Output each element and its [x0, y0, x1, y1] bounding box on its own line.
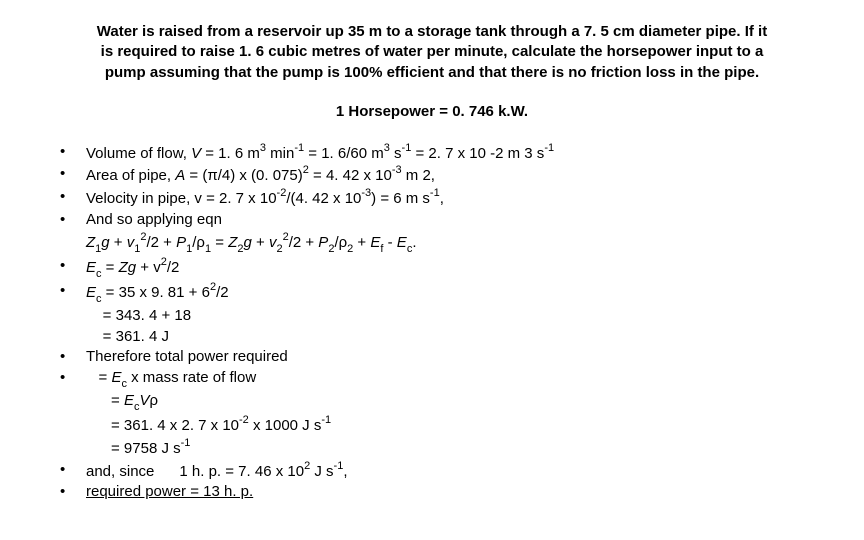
problem-statement: Water is raised from a reservoir up 35 m…	[44, 22, 820, 83]
calc-line-2: Velocity in pipe, v = 2. 7 x 10-2/(4. 42…	[54, 187, 820, 210]
problem-line-1: Water is raised from a reservoir up 35 m…	[97, 23, 767, 40]
calc-line-5-cont-0: = 343. 4 + 18	[54, 306, 820, 327]
problem-line-3: pump assuming that the pump is 100% effi…	[105, 64, 759, 81]
calc-line-1: Area of pipe, A = (π/4) x (0. 075)2 = 4.…	[54, 164, 820, 187]
slide-document: Water is raised from a reservoir up 35 m…	[0, 0, 864, 503]
calc-line-7: = Ec x mass rate of flow	[54, 368, 820, 391]
calc-line-3-cont-0: Z1g + v12/2 + P1/ρ1 = Z2g + v22/2 + P2/ρ…	[54, 231, 820, 256]
horsepower-equivalence: 1 Horsepower = 0. 746 k.W.	[44, 103, 820, 120]
calc-line-7-cont-2: = 9758 J s-1	[54, 437, 820, 460]
problem-line-2: is required to raise 1. 6 cubic metres o…	[101, 43, 764, 60]
calc-line-5: Ec = 35 x 9. 81 + 62/2	[54, 281, 820, 306]
calc-line-8: and, since 1 h. p. = 7. 46 x 102 J s-1,	[54, 460, 820, 483]
calc-line-4: Ec = Zg + v2/2	[54, 256, 820, 281]
calc-line-3: And so applying eqn	[54, 210, 820, 231]
calc-line-7-cont-1: = 361. 4 x 2. 7 x 10-2 x 1000 J s-1	[54, 414, 820, 437]
calculation-list: Volume of flow, V = 1. 6 m3 min-1 = 1. 6…	[54, 142, 820, 503]
calc-line-6: Therefore total power required	[54, 347, 820, 368]
calc-line-9: required power = 13 h. p.	[54, 482, 820, 503]
calc-line-5-cont-1: = 361. 4 J	[54, 327, 820, 348]
calc-line-7-cont-0: = EcVρ	[54, 391, 820, 414]
calc-line-0: Volume of flow, V = 1. 6 m3 min-1 = 1. 6…	[54, 142, 820, 165]
